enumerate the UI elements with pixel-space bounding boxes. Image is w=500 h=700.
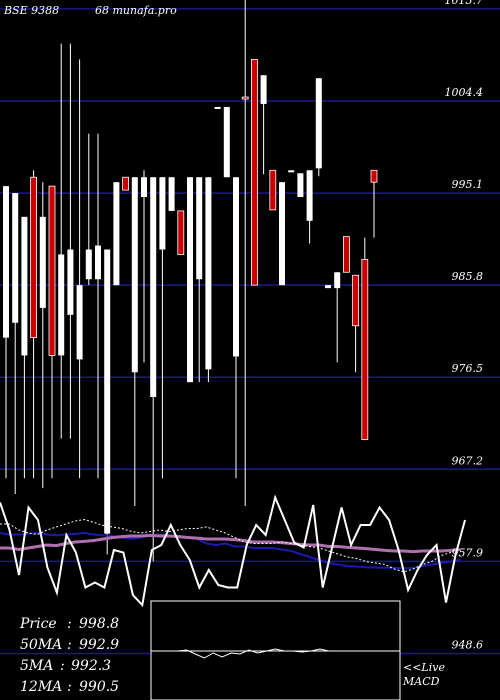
candle-body <box>279 182 285 286</box>
candle-body <box>3 186 9 338</box>
candle-body <box>141 177 147 198</box>
y-tick-label: 1013.7 <box>445 0 484 7</box>
y-tick-label: 948.6 <box>452 638 484 651</box>
candle-body <box>104 249 111 534</box>
macd-label: MACD <box>402 675 440 688</box>
candle-body <box>21 216 28 356</box>
ma12-label: 12MA <box>20 679 62 695</box>
candle-body <box>315 78 322 169</box>
candle-body <box>159 177 166 250</box>
candle-body <box>334 272 341 289</box>
y-tick-label: 995.1 <box>452 178 484 191</box>
candle-body <box>342 236 350 273</box>
candle-body <box>241 96 249 100</box>
blue-indicator-line <box>0 531 461 570</box>
price-sep: : <box>67 616 72 632</box>
candle-body <box>260 75 267 104</box>
indicator-lines <box>0 494 466 608</box>
macd-panel-line <box>151 648 391 659</box>
candle-body <box>39 216 46 308</box>
candle-body <box>352 274 360 327</box>
candle-body <box>48 185 56 356</box>
candle-body <box>76 285 83 360</box>
stats-block: Price : 998.8 50MA : 992.9 5MA : 992.3 1… <box>19 616 119 695</box>
candle-body <box>196 177 203 280</box>
price-grid <box>0 8 500 655</box>
y-axis-ticks: 1013.7 1004.4 995.1 985.8 976.5 967.2 957.9 948… <box>445 0 484 651</box>
ma50-value: 992.9 <box>79 637 119 653</box>
macd-panel <box>150 600 401 700</box>
ma12-sep: : <box>67 679 72 695</box>
candle-body <box>250 59 258 286</box>
candle-body <box>58 254 65 356</box>
candle-body <box>30 176 38 339</box>
price-value: 998.8 <box>79 616 119 632</box>
candle-body <box>95 245 101 280</box>
candle-body <box>150 177 157 398</box>
candle-body <box>297 173 304 198</box>
y-tick-label: 957.9 <box>452 546 484 559</box>
ma50-sep: : <box>67 637 72 653</box>
ma5-sep: : <box>60 658 65 674</box>
y-tick-label: 967.2 <box>452 454 484 467</box>
candle-body <box>269 169 277 211</box>
header-brand: 68 munafa.pro <box>95 4 177 17</box>
candle-body <box>122 176 129 191</box>
header-symbol: BSE 9388 <box>3 4 59 17</box>
pink-indicator-line <box>0 533 461 554</box>
candle-body <box>177 210 185 255</box>
candle-body <box>67 249 74 315</box>
price-label: Price <box>19 616 57 632</box>
y-tick-label: 976.5 <box>452 362 484 375</box>
candle-body <box>214 106 221 109</box>
candle-body <box>131 177 138 373</box>
ma5-value: 992.3 <box>71 658 111 674</box>
signal-dotted-line <box>0 518 461 573</box>
candle-body <box>288 170 295 173</box>
candle-body <box>85 249 92 280</box>
candle-body <box>361 259 369 441</box>
ma5-label: 5MA <box>20 658 53 674</box>
candle-body <box>306 170 313 221</box>
y-tick-label: 1004.4 <box>445 86 484 99</box>
candle-body <box>205 177 212 370</box>
candle-body <box>187 177 193 383</box>
y-tick-label: 985.8 <box>452 270 484 283</box>
candle-body <box>370 169 378 183</box>
candle-body <box>168 177 175 211</box>
candle-body <box>223 106 230 178</box>
candle-body <box>233 177 239 357</box>
candle-body <box>325 285 331 289</box>
candle-body <box>113 182 120 286</box>
candle-body <box>12 193 19 323</box>
macd-live-label: <<Live <box>403 661 445 674</box>
ma50-label: 50MA <box>20 637 62 653</box>
ma12-value: 990.5 <box>79 679 119 695</box>
macd-white-line <box>0 494 466 608</box>
candlestick-series <box>3 0 378 562</box>
